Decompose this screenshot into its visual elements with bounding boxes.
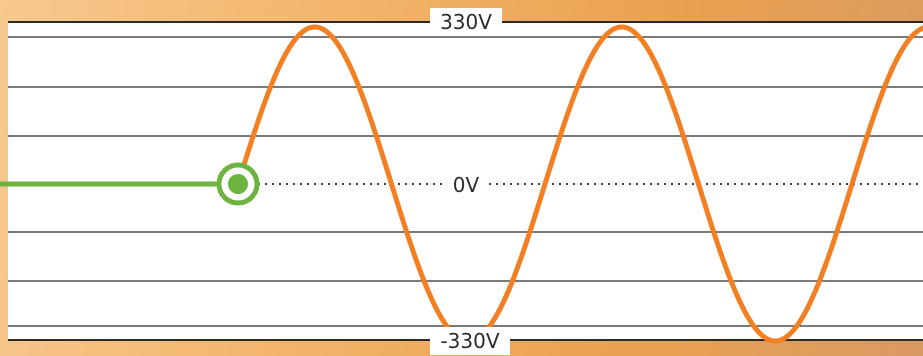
min-voltage-label: -330V	[440, 329, 499, 353]
start-point-dot	[228, 174, 248, 194]
top-label-background	[430, 8, 502, 36]
bottom-label-background	[430, 327, 510, 355]
sine-wave-series	[235, 24, 923, 344]
gridlines	[8, 21, 923, 341]
max-voltage-label: 330V	[440, 10, 492, 34]
zero-label-background	[446, 172, 486, 198]
zero-voltage-label: 0V	[453, 173, 480, 197]
